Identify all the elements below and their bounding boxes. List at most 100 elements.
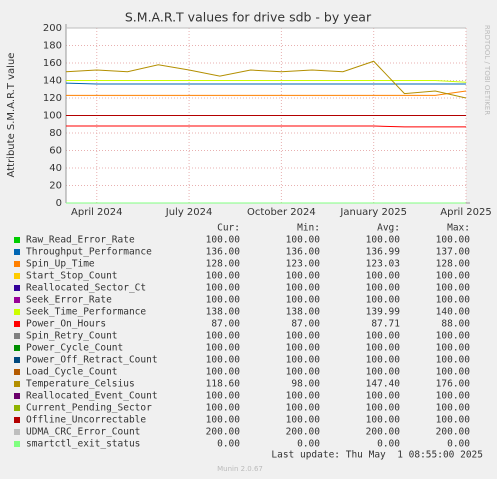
x-tick-label: October 2024 bbox=[247, 207, 316, 218]
legend-swatch bbox=[14, 393, 20, 399]
legend-stat: 100.00 bbox=[206, 415, 241, 426]
legend-stat: 100.00 bbox=[366, 355, 401, 366]
legend-stat: 87.71 bbox=[371, 319, 400, 330]
legend-stat: 87.00 bbox=[211, 319, 240, 330]
legend-label: Current_Pending_Sector bbox=[26, 403, 152, 414]
y-tick-label: 20 bbox=[49, 181, 62, 192]
side-text: RRDTOOL / TOBI OETIKER bbox=[483, 25, 491, 115]
legend-stat: 140.00 bbox=[436, 307, 471, 318]
legend-swatch bbox=[14, 441, 20, 447]
series-line bbox=[65, 82, 466, 85]
legend-stat: 128.00 bbox=[436, 259, 471, 270]
legend-swatch bbox=[14, 417, 20, 423]
y-tick-label: 0 bbox=[56, 198, 62, 209]
legend-stat: 123.00 bbox=[286, 259, 321, 270]
legend-stat: 136.00 bbox=[206, 247, 241, 258]
legend-swatch bbox=[14, 273, 20, 279]
legend-stat: 139.99 bbox=[366, 307, 401, 318]
legend-swatch bbox=[14, 381, 20, 387]
legend-stat: 100.00 bbox=[286, 283, 321, 294]
series-line bbox=[66, 80, 467, 83]
legend-stat: 100.00 bbox=[436, 403, 471, 414]
legend-stat: 100.00 bbox=[206, 283, 241, 294]
legend-stat: 100.00 bbox=[366, 343, 401, 354]
x-tick-label: April 2025 bbox=[440, 207, 491, 218]
legend-stat: 176.00 bbox=[436, 379, 471, 390]
legend-stat: 88.00 bbox=[441, 319, 470, 330]
legend-stat: 147.40 bbox=[366, 379, 401, 390]
legend-stat: 200.00 bbox=[436, 427, 471, 438]
legend-label: Start_Stop_Count bbox=[26, 271, 118, 282]
legend-swatch bbox=[14, 297, 20, 303]
legend-stat: 0.00 bbox=[377, 439, 400, 450]
legend-stat: 137.00 bbox=[436, 247, 471, 258]
y-axis-label: Attribute S.M.A.R.T value bbox=[6, 53, 17, 178]
legend-column-header: Cur: bbox=[217, 223, 240, 234]
legend-column-header: Min: bbox=[297, 223, 320, 234]
legend-stat: 100.00 bbox=[436, 343, 471, 354]
legend-stat: 100.00 bbox=[206, 403, 241, 414]
legend-stat: 100.00 bbox=[206, 295, 241, 306]
y-tick-label: 100 bbox=[43, 111, 62, 122]
legend-stat: 200.00 bbox=[286, 427, 321, 438]
legend-column-header: Avg: bbox=[377, 223, 400, 234]
legend-stat: 87.00 bbox=[291, 319, 320, 330]
legend-stat: 100.00 bbox=[206, 391, 241, 402]
legend-label: Reallocated_Event_Count bbox=[26, 391, 158, 402]
legend-stat: 100.00 bbox=[436, 331, 471, 342]
legend-stat: 100.00 bbox=[286, 295, 321, 306]
legend-stat: 100.00 bbox=[366, 283, 401, 294]
legend-stat: 100.00 bbox=[436, 235, 471, 246]
legend-stat: 0.00 bbox=[447, 439, 470, 450]
series-line bbox=[66, 90, 467, 96]
legend-stat: 100.00 bbox=[366, 331, 401, 342]
legend-column-header: Max: bbox=[447, 223, 470, 234]
legend-stat: 138.00 bbox=[286, 307, 321, 318]
legend-label: Seek_Time_Performance bbox=[26, 307, 146, 318]
legend-swatch bbox=[14, 285, 20, 291]
legend-label: Offline_Uncorrectable bbox=[26, 415, 146, 426]
legend-label: Load_Cycle_Count bbox=[26, 367, 118, 378]
legend-stat: 100.00 bbox=[286, 271, 321, 282]
x-tick-label: July 2024 bbox=[165, 207, 213, 218]
version: Munin 2.0.67 bbox=[217, 465, 263, 473]
legend-stat: 100.00 bbox=[206, 367, 241, 378]
legend-swatch bbox=[14, 357, 20, 363]
legend-swatch bbox=[14, 309, 20, 315]
legend-swatch bbox=[14, 369, 20, 375]
y-tick-label: 80 bbox=[49, 128, 62, 139]
legend-stat: 0.00 bbox=[217, 439, 240, 450]
legend-stat: 100.00 bbox=[286, 415, 321, 426]
legend-stat: 100.00 bbox=[366, 403, 401, 414]
legend-swatch bbox=[14, 405, 20, 411]
legend-stat: 200.00 bbox=[366, 427, 401, 438]
legend-stat: 100.00 bbox=[206, 343, 241, 354]
legend-label: Throughput_Performance bbox=[26, 247, 152, 258]
legend-stat: 118.60 bbox=[206, 379, 241, 390]
legend-swatch bbox=[14, 345, 20, 351]
legend-stat: 100.00 bbox=[286, 367, 321, 378]
series-line bbox=[65, 60, 467, 99]
legend-stat: 138.00 bbox=[206, 307, 241, 318]
legend-label: Spin_Up_Time bbox=[26, 259, 95, 270]
legend-swatch bbox=[14, 249, 20, 255]
legend-stat: 100.00 bbox=[436, 295, 471, 306]
legend-label: Temperature_Celsius bbox=[26, 379, 135, 390]
y-tick-label: 120 bbox=[43, 93, 62, 104]
legend-stat: 100.00 bbox=[436, 367, 471, 378]
legend-label: UDMA_CRC_Error_Count bbox=[26, 427, 140, 438]
legend-swatch bbox=[14, 237, 20, 243]
legend-stat: 100.00 bbox=[366, 367, 401, 378]
legend-stat: 100.00 bbox=[286, 403, 321, 414]
legend-stat: 98.00 bbox=[291, 379, 320, 390]
legend-label: Spin_Retry_Count bbox=[26, 331, 118, 342]
legend-stat: 100.00 bbox=[436, 355, 471, 366]
legend-swatch bbox=[14, 429, 20, 435]
y-tick-label: 200 bbox=[43, 23, 62, 34]
y-tick-label: 180 bbox=[43, 41, 62, 52]
legend-stat: 128.00 bbox=[206, 259, 241, 270]
y-tick-label: 40 bbox=[49, 163, 62, 174]
legend-stat: 100.00 bbox=[436, 415, 471, 426]
legend-stat: 100.00 bbox=[366, 295, 401, 306]
y-tick-label: 60 bbox=[49, 146, 62, 157]
